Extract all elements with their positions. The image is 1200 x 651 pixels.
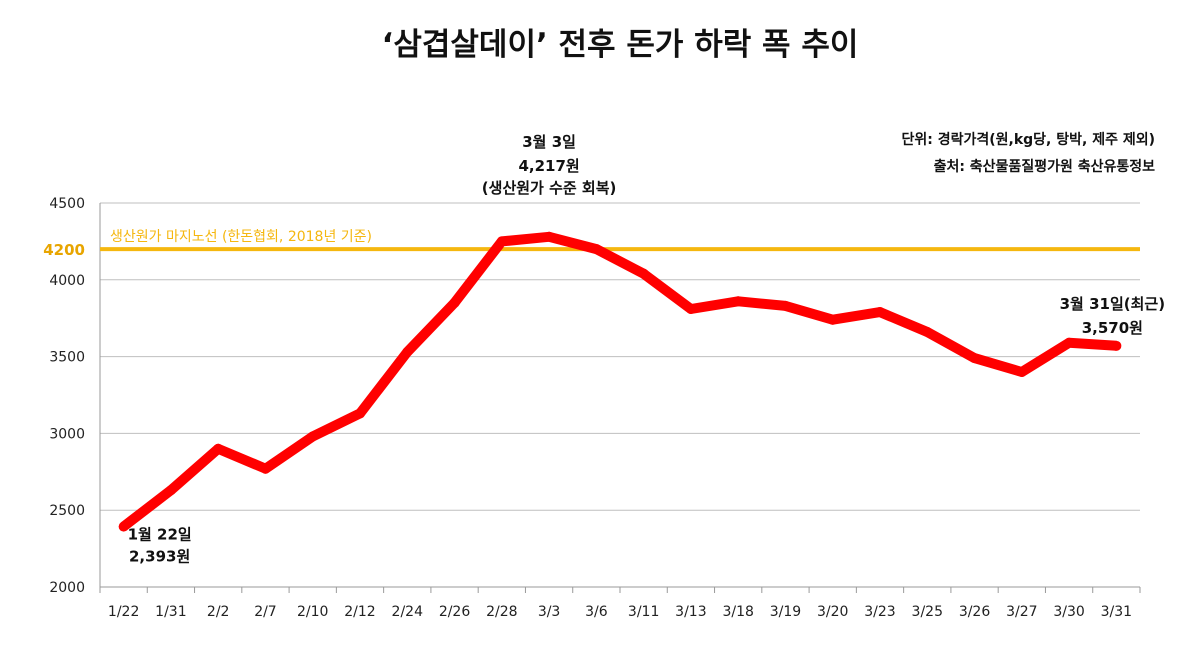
annotation-text: 3월 31일(최근) [1060, 295, 1165, 313]
data-point [544, 231, 555, 242]
x-tick-label: 3/27 [1006, 604, 1037, 620]
data-point [591, 244, 602, 255]
reference-line-group: 4200 생산원가 마지노선 (한돈협회, 2018년 기준) [43, 229, 1140, 259]
x-tick-label: 3/13 [675, 604, 706, 620]
y-tick-label: 2000 [49, 580, 85, 596]
data-point [118, 521, 129, 532]
y-tick-label: 4500 [49, 196, 85, 212]
y-tick-label: 3000 [49, 426, 85, 442]
y-tick-label: 2500 [49, 503, 85, 519]
x-tick-label: 3/3 [538, 604, 561, 620]
annotation-text: 2,393원 [129, 548, 190, 566]
x-tick-label: 2/7 [254, 604, 277, 620]
x-tick-label: 3/26 [959, 604, 991, 620]
data-point [685, 303, 696, 314]
annotations: 1월 22일 2,393원 3월 3일 4,217원 (생산원가 수준 회복) 3월 31… [128, 133, 1166, 566]
data-point [1016, 366, 1027, 377]
series-group [118, 231, 1122, 532]
data-point [355, 408, 365, 419]
x-tick-label: 2/24 [392, 604, 424, 620]
x-tick-label: 3/18 [722, 604, 753, 620]
x-tick-label: 3/30 [1053, 604, 1084, 620]
x-tick-label: 1/22 [108, 604, 139, 620]
reference-line-label: 생산원가 마지노선 (한돈협회, 2018년 기준) [110, 229, 372, 245]
annotation-text: 3월 3일 [522, 133, 576, 151]
x-tick-label: 2/10 [297, 604, 328, 620]
series-line [120, 231, 1117, 531]
data-point [496, 236, 507, 247]
data-point [260, 463, 271, 474]
source-note: 출처: 축산물품질평가원 축산유통정보 [934, 158, 1156, 175]
x-tick-label: 3/20 [817, 604, 848, 620]
data-point [307, 431, 318, 442]
x-tick-label: 2/2 [207, 604, 230, 620]
annotation-text: 4,217원 [518, 157, 579, 175]
data-point [638, 268, 649, 279]
x-tick-label: 1/31 [155, 604, 186, 620]
data-point [449, 297, 460, 308]
data-point [1111, 340, 1122, 351]
annotation-text: 1월 22일 [128, 526, 192, 544]
data-point [402, 346, 413, 357]
x-tick-label: 3/25 [912, 604, 943, 620]
data-point [827, 314, 838, 325]
annotation-text: (생산원가 수준 회복) [482, 179, 617, 197]
x-tick-label: 3/19 [770, 604, 801, 620]
data-point [875, 307, 885, 318]
x-tick-label: 2/12 [344, 604, 375, 620]
y-axis: 2000 2500 3000 3500 4000 4500 [49, 196, 101, 596]
data-point [922, 327, 933, 338]
x-tick-label: 3/6 [585, 604, 608, 620]
data-point [969, 353, 980, 364]
x-tick-label: 3/31 [1101, 604, 1132, 620]
y-tick-label: 4000 [49, 273, 85, 289]
x-tick-label: 2/28 [486, 604, 517, 620]
y-tick-label: 3500 [49, 350, 85, 366]
x-tick-label: 3/11 [628, 604, 659, 620]
data-point [1064, 337, 1075, 348]
x-axis: 1/22 1/31 2/2 2/7 2/10 2/12 2/24 2/26 2/28 3/3 3/6… [99, 586, 1141, 620]
data-point [733, 296, 744, 307]
reference-tick-label: 4200 [43, 241, 85, 259]
x-tick-label: 3/23 [864, 604, 895, 620]
unit-note: 단위: 경락가격(원,kg당, 탕박, 제주 제외) [902, 131, 1156, 148]
x-tick-label: 2/26 [439, 604, 471, 620]
data-point [165, 485, 176, 496]
data-point [780, 300, 791, 311]
chart-title: ‘삼겹살데이’ 전후 돈가 하락 폭 추이 [382, 27, 859, 63]
data-point [213, 443, 224, 454]
annotation-text: 3,570원 [1082, 319, 1143, 337]
